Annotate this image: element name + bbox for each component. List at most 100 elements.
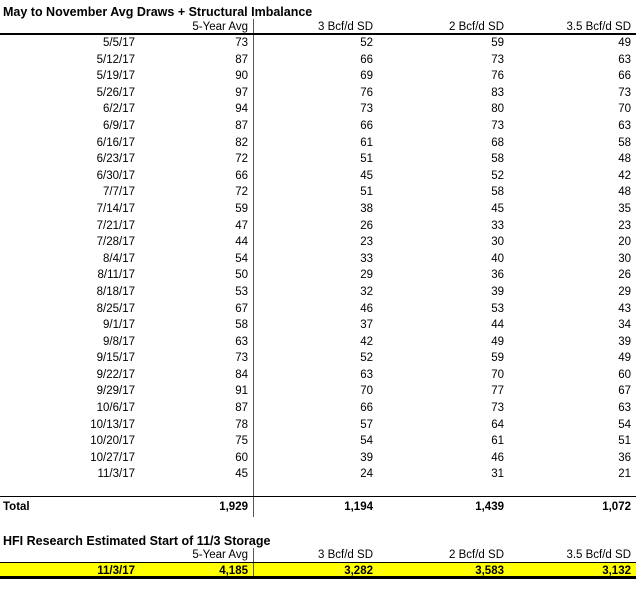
date-cell: 6/2/17 (103, 103, 135, 116)
storage-header-5yr-avg: 5-Year Avg (135, 547, 254, 562)
sd-3p5bcf-cell: 20 (618, 236, 631, 249)
date-cell: 6/30/17 (96, 169, 135, 182)
table-row: 8/25/17 67 46 53 43 (0, 300, 636, 318)
total-3bcfd-sd: 1,194 (344, 500, 373, 513)
sd-3p5bcf-cell: 23 (618, 219, 631, 232)
table-row: 5/19/17 90 69 76 66 (0, 68, 636, 85)
sd-3bcf-cell: 24 (360, 468, 373, 481)
sd-2bcf-cell: 73 (491, 402, 504, 415)
sd-2bcf-cell: 59 (491, 352, 504, 365)
sd-3p5bcf-cell: 48 (618, 153, 631, 166)
table-row: 10/27/17 60 39 46 36 (0, 449, 636, 467)
avg-5yr-cell: 90 (135, 68, 254, 85)
sd-3bcf-cell: 51 (360, 153, 373, 166)
table-row: 9/29/17 91 70 77 67 (0, 383, 636, 401)
sd-3p5bcf-cell: 49 (618, 352, 631, 365)
sd-3p5bcf-cell: 63 (618, 402, 631, 415)
sd-2bcf-cell: 53 (491, 302, 504, 315)
avg-5yr-cell: 91 (135, 383, 254, 401)
table-row: 7/28/17 44 23 30 20 (0, 234, 636, 251)
sd-3bcf-cell: 63 (360, 368, 373, 381)
sd-2bcf-cell: 73 (491, 119, 504, 132)
table-row: 6/30/17 66 45 52 42 (0, 167, 636, 185)
avg-5yr-cell: 78 (135, 416, 254, 434)
highlight-row: 11/3/17 4,185 3,282 3,583 3,132 (0, 562, 636, 579)
table-row: 6/16/17 82 61 68 58 (0, 134, 636, 152)
sd-3bcf-cell: 32 (360, 285, 373, 298)
sd-3p5bcf-cell: 63 (618, 53, 631, 66)
sd-2bcf-cell: 83 (491, 86, 504, 99)
sd-2bcf-cell: 36 (491, 269, 504, 282)
table-row: 9/8/17 63 42 49 39 (0, 333, 636, 351)
table-row: 6/23/17 72 51 58 48 (0, 151, 636, 168)
avg-5yr-cell: 73 (135, 350, 254, 367)
table-row: 8/18/17 53 32 39 29 (0, 283, 636, 301)
date-cell: 7/7/17 (103, 186, 135, 199)
date-cell: 5/12/17 (96, 53, 135, 66)
date-cell: 6/16/17 (96, 136, 135, 149)
avg-5yr-cell: 87 (135, 117, 254, 135)
date-cell: 9/22/17 (96, 368, 135, 381)
date-cell: 10/27/17 (90, 451, 135, 464)
spacer-row (0, 483, 636, 496)
sd-3bcf-cell: 45 (360, 169, 373, 182)
sd-3bcf-cell: 26 (360, 219, 373, 232)
date-cell: 10/20/17 (90, 435, 135, 448)
avg-5yr-cell: 97 (135, 84, 254, 102)
highlight-3bcfd-sd-cell: 3,282 (344, 564, 373, 576)
sd-3p5bcf-cell: 21 (618, 468, 631, 481)
sd-3bcf-cell: 69 (360, 70, 373, 83)
date-cell: 6/23/17 (96, 153, 135, 166)
total-label: Total (3, 500, 30, 513)
sd-3p5bcf-cell: 29 (618, 285, 631, 298)
sd-3p5bcf-cell: 60 (618, 368, 631, 381)
sd-3bcf-cell: 33 (360, 252, 373, 265)
table-row: 7/7/17 72 51 58 48 (0, 184, 636, 201)
sd-3p5bcf-cell: 35 (618, 202, 631, 215)
highlight-date-cell: 11/3/17 (97, 564, 135, 576)
sd-3bcf-cell: 29 (360, 269, 373, 282)
avg-5yr-cell: 54 (135, 250, 254, 268)
date-cell: 8/18/17 (96, 285, 135, 298)
avg-5yr-cell: 67 (135, 300, 254, 318)
sd-3bcf-cell: 76 (360, 86, 373, 99)
avg-5yr-cell: 60 (135, 449, 254, 467)
table-row: 10/20/17 75 54 61 51 (0, 433, 636, 450)
sd-3p5bcf-cell: 66 (618, 70, 631, 83)
avg-5yr-cell: 72 (135, 151, 254, 168)
date-cell: 8/25/17 (96, 302, 135, 315)
sd-3p5bcf-cell: 34 (618, 319, 631, 332)
table-row: 5/26/17 97 76 83 73 (0, 84, 636, 102)
total-2bcfd-sd: 1,439 (475, 500, 504, 513)
sd-3p5bcf-cell: 58 (618, 136, 631, 149)
sd-3bcf-cell: 42 (360, 335, 373, 348)
table-row: 9/15/17 73 52 59 49 (0, 350, 636, 367)
date-cell: 8/11/17 (97, 269, 135, 282)
table-row: 9/1/17 58 37 44 34 (0, 317, 636, 334)
date-cell: 5/26/17 (96, 86, 135, 99)
sd-3p5bcf-cell: 26 (618, 269, 631, 282)
avg-5yr-cell: 66 (135, 167, 254, 185)
storage-header-3p5bcfd-sd: 3.5 Bcf/d SD (566, 548, 631, 561)
sd-3p5bcf-cell: 63 (618, 119, 631, 132)
sd-3p5bcf-cell: 48 (618, 186, 631, 199)
sd-3bcf-cell: 66 (360, 53, 373, 66)
sd-2bcf-cell: 40 (491, 252, 504, 265)
avg-5yr-cell: 63 (135, 333, 254, 351)
sd-3bcf-cell: 46 (360, 302, 373, 315)
storage-header-3bcfd-sd: 3 Bcf/d SD (318, 548, 373, 561)
sd-2bcf-cell: 76 (491, 70, 504, 83)
table-row: 5/5/17 73 52 59 49 (0, 35, 636, 52)
date-cell: 5/19/17 (96, 70, 135, 83)
sd-3bcf-cell: 52 (360, 352, 373, 365)
table-row: 7/14/17 59 38 45 35 (0, 200, 636, 218)
avg-5yr-cell: 84 (135, 366, 254, 384)
sd-3p5bcf-cell: 51 (618, 435, 631, 448)
sd-3bcf-cell: 39 (360, 451, 373, 464)
sd-3bcf-cell: 38 (360, 202, 373, 215)
avg-5yr-cell: 73 (135, 35, 254, 52)
sd-3p5bcf-cell: 36 (618, 451, 631, 464)
sd-2bcf-cell: 46 (491, 451, 504, 464)
date-cell: 11/3/17 (97, 468, 135, 481)
